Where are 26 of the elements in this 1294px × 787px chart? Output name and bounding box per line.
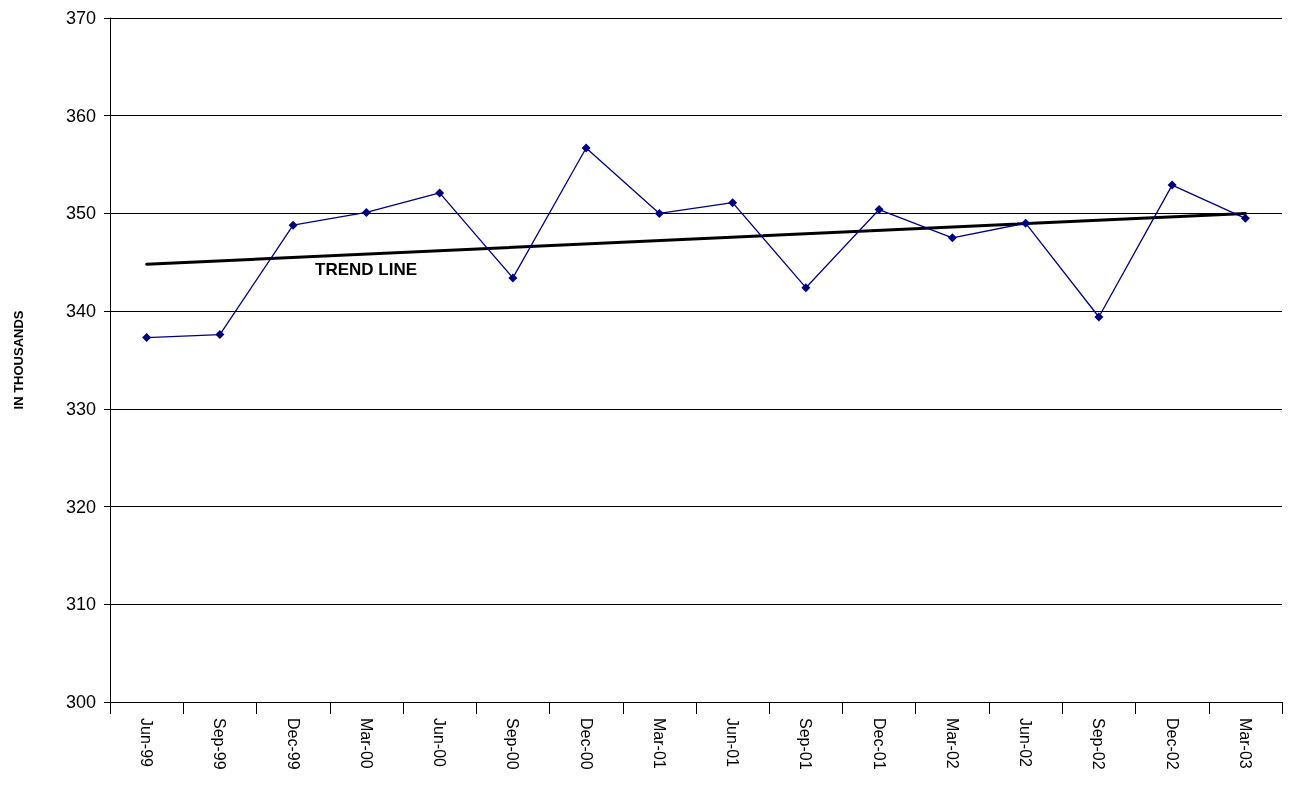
y-tick-label: 310 [65, 594, 96, 615]
x-tick-label: Jun-00 [431, 718, 449, 768]
y-tick-label: 320 [65, 496, 96, 517]
x-tick-label: Sep-02 [1090, 718, 1108, 770]
x-tick-label: Jun-02 [1017, 718, 1035, 768]
y-tick-label: 330 [65, 398, 96, 419]
annotation: TREND LINE [315, 260, 417, 279]
y-tick-label: 340 [65, 301, 96, 322]
y-tick-label: 350 [65, 203, 96, 224]
x-tick-label: Mar-01 [650, 718, 668, 769]
x-tick-label: Jun-01 [724, 718, 742, 768]
x-tick-label: Sep-00 [504, 718, 522, 770]
y-axis-title: IN THOUSANDS [11, 310, 26, 410]
x-tick-label: Mar-00 [357, 718, 375, 769]
y-tick-label: 360 [65, 105, 96, 126]
x-tick-label: Mar-03 [1236, 718, 1254, 769]
x-tick-label: Mar-02 [943, 718, 961, 769]
x-tick-label: Dec-99 [284, 718, 302, 770]
x-tick-label: Sep-01 [797, 718, 815, 770]
y-tick-label: 370 [65, 8, 96, 28]
x-tick-label: Dec-01 [870, 718, 888, 770]
y-tick-label: 300 [65, 692, 96, 712]
x-tick-label: Jun-99 [138, 718, 156, 768]
x-tick-label: Dec-00 [577, 718, 595, 770]
x-tick-label: Sep-99 [211, 718, 229, 770]
x-tick-label: Dec-02 [1163, 718, 1181, 770]
